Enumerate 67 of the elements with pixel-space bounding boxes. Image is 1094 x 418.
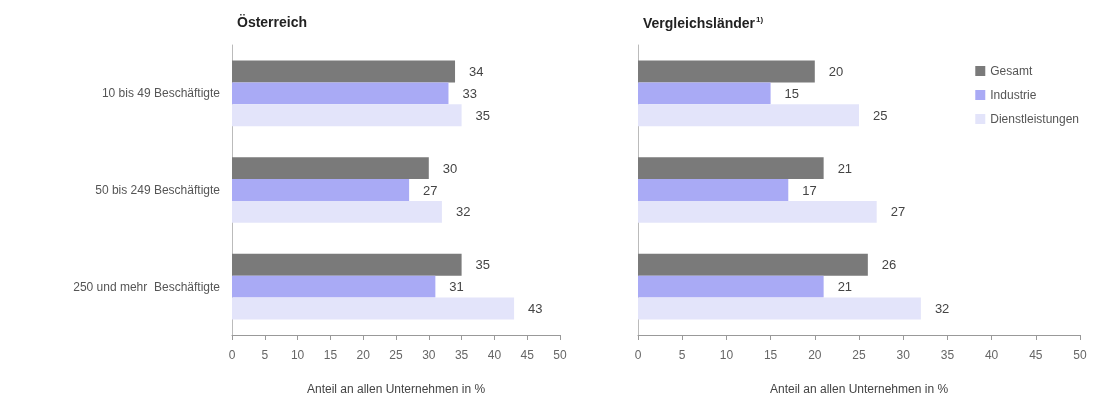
x-tick-label: 5: [678, 348, 686, 362]
data-label: 35: [475, 257, 491, 273]
x-tick-label: 40: [984, 348, 999, 362]
legend-label: Dienstleistungen: [990, 112, 1080, 126]
y-tick-label: 10 bis 49 Beschäftigte: [101, 86, 221, 101]
data-label: 32: [455, 204, 471, 220]
bar: [638, 200, 877, 223]
x-tick-label: 35: [454, 348, 469, 362]
x-tick-label: 20: [808, 348, 822, 362]
data-label: 25: [873, 107, 888, 123]
bar: [638, 104, 859, 127]
bar: [638, 60, 815, 83]
data-label: 33: [462, 85, 477, 101]
bar: [638, 275, 824, 298]
data-label: 21: [837, 279, 853, 295]
bar: [638, 82, 771, 105]
y-tick-label: 250 und mehr Beschäftigte: [73, 279, 221, 294]
x-tick-label: 0: [634, 348, 642, 362]
bar: [638, 157, 824, 180]
bar: [638, 179, 789, 201]
x-tick-label: 0: [228, 348, 236, 362]
bar: [232, 200, 442, 223]
x-tick-label: 40: [487, 348, 502, 362]
data-label: 30: [442, 160, 458, 176]
x-tick-label: 10: [719, 348, 734, 362]
data-label: 15: [784, 85, 800, 101]
bar: [232, 179, 410, 201]
legend-label: Gesamt: [990, 64, 1033, 78]
x-tick-label: 5: [261, 348, 269, 362]
data-label: 20: [828, 63, 844, 79]
x-tick-label: 50: [553, 348, 567, 362]
x-tick-label: 30: [422, 348, 436, 362]
data-label: 21: [837, 160, 853, 176]
x-tick-label: 15: [763, 348, 778, 362]
bar: [638, 297, 921, 320]
x-tick-label: 45: [1029, 348, 1043, 362]
data-label: 43: [528, 301, 543, 317]
x-tick-label: 25: [852, 348, 866, 362]
legend-label: Industrie: [990, 88, 1037, 102]
data-label: 27: [423, 182, 438, 198]
bar: [232, 275, 436, 298]
data-label: 17: [802, 182, 817, 198]
x-tick-label: 10: [290, 348, 305, 362]
x-tick-label: 45: [520, 348, 535, 362]
x-tick-label: 15: [323, 348, 338, 362]
bar: [232, 104, 462, 127]
bar: [232, 82, 449, 105]
x-tick-label: 30: [896, 348, 911, 362]
bar: [638, 253, 868, 276]
x-tick-label: 25: [389, 348, 403, 362]
data-label: 34: [469, 63, 484, 79]
data-label: 35: [475, 107, 491, 123]
x-axis-title: Anteil an allen Unternehmen in %: [306, 382, 486, 396]
data-label: 31: [449, 279, 464, 295]
data-label: 26: [881, 257, 897, 273]
bar: [232, 297, 515, 320]
chart-title: Österreich: [237, 14, 308, 30]
data-label: 32: [934, 301, 950, 317]
x-tick-label: 20: [356, 348, 371, 362]
x-tick-label: 35: [940, 348, 955, 362]
bar: [232, 157, 429, 180]
bar: [232, 253, 462, 276]
y-tick-label: 50 bis 249 Beschäftigte: [95, 183, 221, 197]
x-axis-title: Anteil an allen Unternehmen in %: [769, 382, 949, 396]
bar: [232, 60, 456, 83]
data-label: 27: [890, 204, 906, 220]
x-tick-label: 50: [1073, 348, 1087, 362]
